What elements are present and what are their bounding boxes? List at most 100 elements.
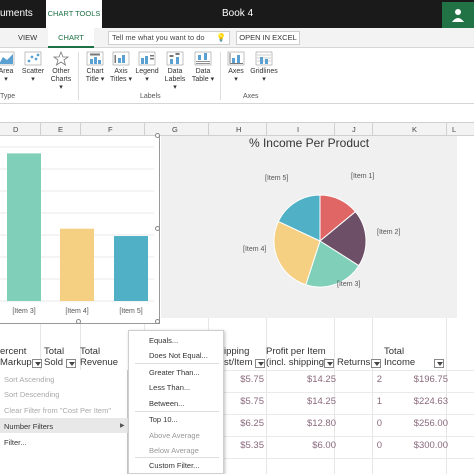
tell-me-input[interactable]: Tell me what you want to do 💡 <box>108 31 230 45</box>
lightbulb-icon: 💡 <box>216 33 226 42</box>
other-charts-label-2: Charts ▾ <box>50 76 72 91</box>
resize-handle[interactable] <box>155 133 160 138</box>
open-in-excel-button[interactable]: OPEN IN EXCEL <box>236 31 300 45</box>
submenu-item-between[interactable]: Between... <box>149 399 185 408</box>
header-shipping: ipping st/Item <box>224 346 253 368</box>
resize-handle[interactable] <box>76 319 81 324</box>
pie-slice[interactable] <box>319 210 367 267</box>
pie-slice[interactable] <box>305 240 360 288</box>
data-labels-button[interactable]: Data Labels ▾ <box>162 50 188 92</box>
column-headers: D E F G H I J K L <box>0 122 474 136</box>
submenu-item-less-than[interactable]: Less Than... <box>149 383 191 392</box>
bar-chart[interactable]: [Item 3] [Item 4] [Item 5] <box>0 133 160 324</box>
axes-label-2: ▾ <box>234 76 238 83</box>
cell-profit[interactable]: $14.25 <box>306 396 336 407</box>
header-text: Profit per Item <box>266 346 326 357</box>
cell-returns[interactable]: 2 <box>376 374 382 385</box>
menu-item-number-filters[interactable]: Number Filters <box>4 422 54 431</box>
tab-chart[interactable]: CHART <box>48 28 94 48</box>
column-header[interactable]: I <box>297 125 300 134</box>
gridlines-button[interactable]: Gridlines ▾ <box>248 50 280 84</box>
pie-slice[interactable] <box>277 194 321 242</box>
column-header[interactable]: E <box>58 125 64 134</box>
submenu-item-greater-than[interactable]: Greater Than... <box>149 368 200 377</box>
filter-dropdown-button[interactable] <box>434 359 444 368</box>
pie-chart[interactable]: % Income Per Product [Item 1] [Item 2] [… <box>161 136 457 318</box>
resize-handle[interactable] <box>155 319 160 324</box>
submenu-item-does-not-equal[interactable]: Does Not Equal... <box>149 351 208 360</box>
filter-dropdown-button[interactable] <box>324 359 334 368</box>
filter-dropdown-button[interactable] <box>32 359 42 368</box>
menu-item-clear-filter[interactable]: Clear Filter from "Cost Per Item" <box>4 406 112 415</box>
axis-titles-label-1: Axis <box>114 68 128 75</box>
scatter-button[interactable]: Scatter ▾ <box>20 50 46 84</box>
header-total-revenue: Total Revenue <box>80 346 118 368</box>
title-bar: uments CHART TOOLS Book 4 <box>0 0 474 28</box>
bar[interactable] <box>114 236 148 301</box>
cell-income[interactable]: $300.00 <box>413 440 448 451</box>
data-table-label-1: Data <box>195 68 211 75</box>
column-header[interactable]: K <box>412 125 418 134</box>
filter-dropdown-button[interactable] <box>255 359 265 368</box>
menu-item-filter[interactable]: Filter... <box>4 438 27 447</box>
chart-title-button[interactable]: Chart Title ▾ <box>82 50 108 84</box>
cell-profit[interactable]: $14.25 <box>306 374 336 385</box>
cell-shipping[interactable]: $5.75 <box>240 396 264 407</box>
cell-shipping[interactable]: $6.25 <box>240 418 264 429</box>
resize-handle[interactable] <box>155 226 160 231</box>
other-charts-icon <box>52 50 70 66</box>
cell-income[interactable]: $256.00 <box>413 418 448 429</box>
menu-divider <box>135 411 219 412</box>
chart-tools-tab[interactable]: CHART TOOLS <box>46 0 102 28</box>
menu-item-sort-ascending[interactable]: Sort Ascending <box>4 375 55 384</box>
user-icon <box>452 9 464 22</box>
group-label-type: Type <box>0 93 16 100</box>
header-text: st/Item <box>224 357 253 368</box>
column-header[interactable]: J <box>352 125 356 134</box>
filter-dropdown-button[interactable] <box>371 359 381 368</box>
cell-profit[interactable]: $6.00 <box>312 440 336 451</box>
account-button[interactable] <box>442 2 474 28</box>
axis-titles-button[interactable]: Axis Titles ▾ <box>108 50 134 84</box>
column-header[interactable]: L <box>452 125 457 134</box>
gridlines-icon <box>255 50 273 66</box>
filter-dropdown-button[interactable] <box>66 359 76 368</box>
menu-item-sort-descending[interactable]: Sort Descending <box>4 390 60 399</box>
cell-shipping[interactable]: $5.35 <box>240 440 264 451</box>
scatter-label-2: ▾ <box>31 76 35 83</box>
submenu-item-custom-filter[interactable]: Custom Filter... <box>149 461 200 470</box>
axes-button[interactable]: Axes ▾ <box>224 50 248 84</box>
column-divider <box>446 123 447 136</box>
column-header[interactable]: F <box>108 125 113 134</box>
cell-income[interactable]: $224.63 <box>413 396 448 407</box>
area-button[interactable]: Area ▾ <box>0 50 16 84</box>
grid-line <box>0 392 474 393</box>
bar[interactable] <box>7 153 41 301</box>
column-header[interactable]: H <box>236 125 242 134</box>
header-text: Total <box>44 346 65 357</box>
pie-slice[interactable] <box>273 220 321 286</box>
area-label-2: ▾ <box>4 76 8 83</box>
legend-button[interactable]: Legend ▾ <box>133 50 161 84</box>
column-header[interactable]: D <box>13 125 19 134</box>
cell-returns[interactable]: 0 <box>376 418 382 429</box>
cell-shipping[interactable]: $5.75 <box>240 374 264 385</box>
data-table-label-2: Table ▾ <box>191 76 215 83</box>
column-header[interactable]: G <box>172 125 178 134</box>
chart-title-icon <box>86 50 104 66</box>
other-charts-button[interactable]: Other Charts ▾ <box>48 50 74 92</box>
cell-returns[interactable]: 1 <box>376 396 382 407</box>
cell-profit[interactable]: $12.80 <box>306 418 336 429</box>
cell-income[interactable]: $196.75 <box>413 374 448 385</box>
bar-chart-plot: [Item 3] [Item 4] [Item 5] <box>0 146 154 315</box>
cell-returns[interactable]: 0 <box>376 440 382 451</box>
submenu-item-below-average[interactable]: Below Average <box>149 446 199 455</box>
tab-view[interactable]: VIEW <box>18 33 38 42</box>
ribbon-separator <box>78 52 79 100</box>
workbook-title: Book 4 <box>222 8 254 19</box>
data-table-button[interactable]: Data Table ▾ <box>189 50 217 84</box>
submenu-item-equals[interactable]: Equals... <box>149 336 179 345</box>
bar[interactable] <box>60 228 94 301</box>
submenu-item-top-10[interactable]: Top 10... <box>149 415 178 424</box>
submenu-item-above-average[interactable]: Above Average <box>149 431 200 440</box>
